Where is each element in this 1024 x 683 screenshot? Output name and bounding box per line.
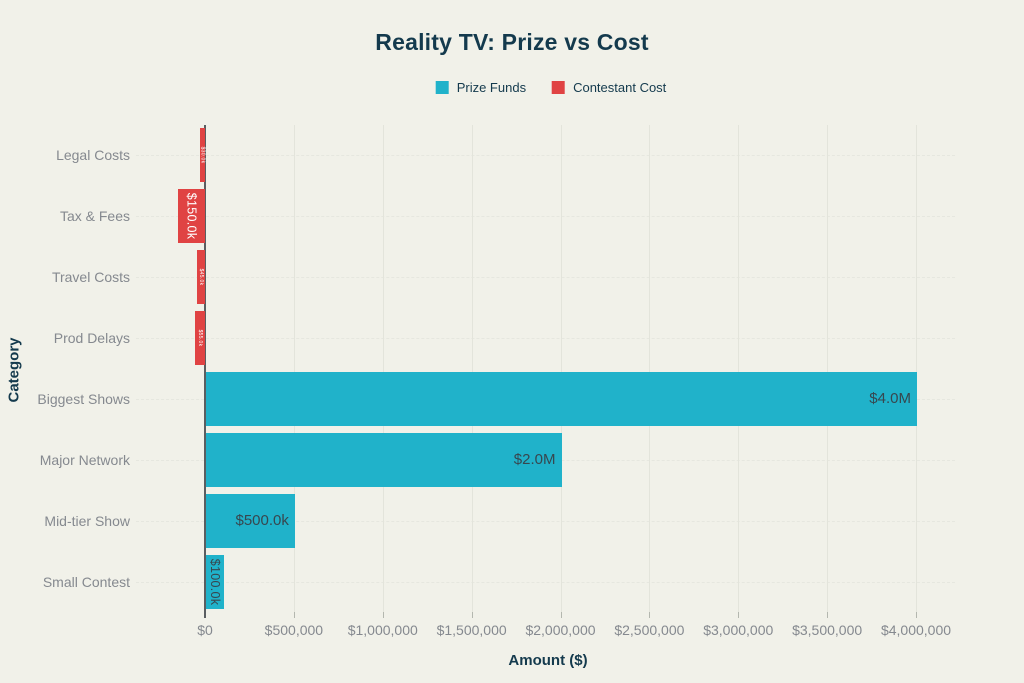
bar-value-label: $55.0k [197, 329, 204, 347]
x-tick-mark [560, 612, 562, 618]
gridline-horizontal [136, 520, 955, 522]
legend-swatch-contestant-cost [552, 81, 566, 94]
gridline-vertical [471, 125, 473, 612]
bar-value-label: $30.0k [199, 147, 206, 164]
bar-value-label: $500.0k [235, 512, 289, 530]
bar-value-label: $45.0k [197, 268, 204, 286]
x-tick-mark [471, 612, 473, 618]
y-axis-line [204, 125, 206, 612]
bar-value-label: $2.0M [513, 451, 556, 469]
legend-item-contestant-cost[interactable]: Contestant Cost [552, 80, 666, 95]
gridline-vertical [649, 125, 651, 612]
x-tick-label: $1,000,000 [347, 622, 418, 638]
gridline-horizontal [136, 581, 955, 583]
bar-contestant-cost[interactable]: $30.0k [199, 128, 206, 183]
x-tick-label: $1,500,000 [436, 622, 507, 638]
gridline-vertical [293, 125, 295, 612]
x-tick-label: $0 [197, 622, 213, 638]
gridline-vertical [560, 125, 562, 612]
gridline-vertical [916, 125, 917, 612]
y-tick-label: Prod Delays [53, 330, 130, 347]
gridline-horizontal [136, 338, 955, 340]
y-tick-label: Tax & Fees [59, 208, 130, 225]
x-tick-label: $2,500,000 [614, 622, 685, 638]
bar-contestant-cost[interactable]: $150.0k [178, 189, 205, 244]
bar-prize-funds[interactable]: $4.0M [206, 371, 917, 426]
x-tick-label: $4,000,000 [880, 622, 952, 638]
x-tick-mark [204, 612, 206, 618]
legend-label: Prize Funds [456, 80, 527, 95]
legend: Prize Funds Contestant Cost [435, 80, 666, 95]
y-tick-label: Biggest Shows [37, 390, 130, 407]
y-tick-label: Legal Costs [56, 147, 130, 164]
gridline-horizontal [136, 155, 955, 157]
gridline-horizontal [136, 277, 955, 279]
x-tick-label: $2,000,000 [525, 622, 596, 638]
x-tick-mark [916, 612, 917, 618]
x-tick-mark [293, 612, 295, 618]
y-tick-label: Major Network [39, 451, 130, 468]
y-tick-label: Small Contest [42, 573, 130, 590]
bar-prize-funds[interactable]: $100.0k [206, 554, 224, 609]
legend-item-prize-funds[interactable]: Prize Funds [435, 80, 527, 95]
gridline-vertical [827, 125, 829, 612]
x-tick-label: $500,000 [264, 622, 324, 638]
gridline-horizontal [136, 216, 955, 218]
bar-contestant-cost[interactable]: $55.0k [195, 311, 205, 366]
bar-value-label: $100.0k [207, 558, 222, 605]
bar-value-label: $4.0M [869, 390, 911, 408]
legend-label: Contestant Cost [573, 80, 667, 95]
x-tick-mark [738, 612, 740, 618]
x-axis-title: Amount ($) [508, 652, 588, 669]
x-tick-mark [382, 612, 384, 618]
gridline-vertical [738, 125, 740, 612]
y-tick-label: Mid-tier Show [44, 512, 130, 529]
legend-swatch-prize-funds [435, 81, 449, 94]
bar-value-label: $150.0k [184, 193, 199, 240]
bar-prize-funds[interactable]: $500.0k [206, 493, 295, 548]
bar-contestant-cost[interactable]: $45.0k [197, 250, 205, 305]
y-tick-label: Travel Costs [51, 269, 130, 286]
x-tick-label: $3,500,000 [792, 622, 863, 638]
gridline-vertical [382, 125, 384, 612]
chart-title: Reality TV: Prize vs Cost [375, 29, 649, 55]
bar-prize-funds[interactable]: $2.0M [206, 432, 562, 487]
x-tick-mark [649, 612, 651, 618]
x-tick-label: $3,000,000 [703, 622, 774, 638]
x-tick-mark [827, 612, 829, 618]
